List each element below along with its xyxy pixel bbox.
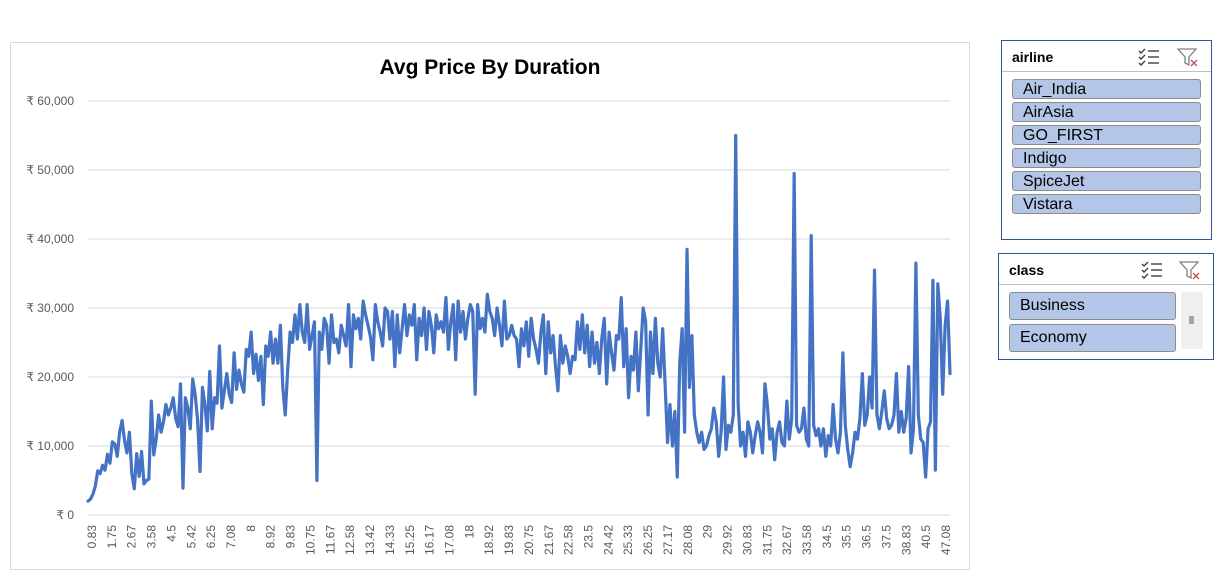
slicer-item-airasia[interactable]: AirAsia — [1012, 102, 1201, 122]
airline-slicer[interactable]: airline Air_India AirAsia GO_FIRST Indig… — [1001, 40, 1212, 240]
x-tick-label: 18 — [462, 525, 476, 539]
slicer-scrollbar[interactable] — [1181, 292, 1203, 349]
x-tick-label: 15.25 — [403, 525, 417, 555]
x-tick-label: 38.83 — [899, 525, 913, 555]
y-tick-label: ₹ 50,000 — [26, 163, 74, 177]
x-tick-label: 29 — [701, 525, 715, 539]
y-tick-label: ₹ 30,000 — [26, 301, 74, 315]
class-slicer[interactable]: class Business Economy — [998, 253, 1214, 360]
y-tick-label: ₹ 20,000 — [26, 370, 74, 384]
x-tick-label: 47.08 — [939, 525, 953, 555]
slicer-item-spicejet[interactable]: SpiceJet — [1012, 171, 1201, 191]
x-tick-label: 3.58 — [145, 525, 159, 549]
x-tick-label: 6.25 — [204, 525, 218, 549]
slicer-header: class — [999, 254, 1213, 285]
y-tick-label: ₹ 60,000 — [26, 94, 74, 108]
clear-filter-icon[interactable] — [1178, 260, 1202, 287]
multi-select-icon[interactable] — [1137, 47, 1161, 72]
x-tick-label: 16.17 — [423, 525, 437, 555]
x-tick-label: 20.75 — [522, 525, 536, 555]
x-tick-label: 8 — [244, 525, 258, 532]
x-tick-label: 29.92 — [721, 525, 735, 555]
x-tick-label: 26.25 — [641, 525, 655, 555]
x-tick-label: 12.58 — [343, 525, 357, 555]
x-tick-label: 14.33 — [383, 525, 397, 555]
x-tick-label: 33.58 — [800, 525, 814, 555]
x-tick-label: 18.92 — [482, 525, 496, 555]
slicer-item-business[interactable]: Business — [1009, 292, 1176, 320]
x-tick-label: 10.75 — [304, 525, 318, 555]
chart-title: Avg Price By Duration — [379, 56, 601, 79]
x-tick-label: 21.67 — [542, 525, 556, 555]
x-tick-label: 36.5 — [860, 525, 874, 549]
slicer-title-airline: airline — [1012, 49, 1054, 65]
x-tick-label: 30.83 — [740, 525, 754, 555]
x-tick-label: 25.33 — [621, 525, 635, 555]
slicer-title-class: class — [1009, 262, 1045, 278]
line-chart: ₹ 0 ₹ 10,000 ₹ 20,000 ₹ 30,000 ₹ 40,000 ₹ 50,… — [26, 94, 953, 555]
x-tick-label: 8.92 — [264, 525, 278, 549]
x-tick-label: 13.42 — [363, 525, 377, 555]
scrollbar-thumb[interactable] — [1189, 316, 1194, 324]
slicer-header: airline — [1002, 41, 1211, 72]
x-tick-label: 9.83 — [284, 525, 298, 549]
y-tick-label: ₹ 40,000 — [26, 232, 74, 246]
slicer-item-go-first[interactable]: GO_FIRST — [1012, 125, 1201, 145]
x-tick-label: 2.67 — [125, 525, 139, 549]
slicer-item-vistara[interactable]: Vistara — [1012, 194, 1201, 214]
x-tick-label: 37.5 — [879, 525, 893, 549]
x-tick-label: 23.5 — [582, 525, 596, 549]
clear-filter-icon[interactable] — [1176, 47, 1200, 74]
y-tick-label: ₹ 10,000 — [26, 439, 74, 453]
x-tick-label: 0.83 — [85, 525, 99, 549]
slicer-item-air-india[interactable]: Air_India — [1012, 79, 1201, 99]
x-tick-label: 4.5 — [164, 525, 178, 542]
slicer-item-indigo[interactable]: Indigo — [1012, 148, 1201, 168]
x-tick-label: 24.42 — [601, 525, 615, 555]
x-tick-label: 7.08 — [224, 525, 238, 549]
x-tick-label: 28.08 — [681, 525, 695, 555]
x-tick-label: 11.67 — [323, 525, 337, 554]
x-tick-label: 27.17 — [661, 525, 675, 555]
x-tick-label: 31.75 — [760, 525, 774, 555]
x-tick-label: 19.83 — [502, 525, 516, 555]
x-tick-label: 40.5 — [919, 525, 933, 549]
x-tick-label: 5.42 — [184, 525, 198, 549]
x-tick-label: 1.75 — [105, 525, 119, 549]
x-tick-label: 17.08 — [443, 525, 457, 555]
slicer-item-economy[interactable]: Economy — [1009, 324, 1176, 352]
y-tick-label: ₹ 0 — [56, 508, 74, 522]
x-tick-label: 35.5 — [840, 525, 854, 549]
x-tick-label: 34.5 — [820, 525, 834, 549]
multi-select-icon[interactable] — [1140, 260, 1164, 285]
series-line-avg-price — [86, 133, 952, 503]
x-tick-label: 22.58 — [562, 525, 576, 555]
x-tick-label: 32.67 — [780, 525, 794, 555]
